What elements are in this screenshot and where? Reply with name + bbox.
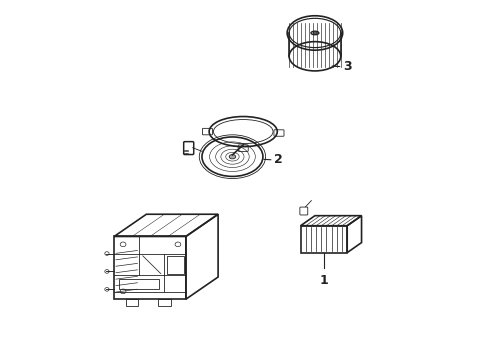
Ellipse shape bbox=[313, 32, 317, 34]
Text: 2: 2 bbox=[274, 153, 283, 166]
Ellipse shape bbox=[311, 31, 319, 35]
Ellipse shape bbox=[229, 154, 236, 159]
Text: 3: 3 bbox=[343, 60, 352, 73]
Text: 1: 1 bbox=[319, 274, 328, 287]
